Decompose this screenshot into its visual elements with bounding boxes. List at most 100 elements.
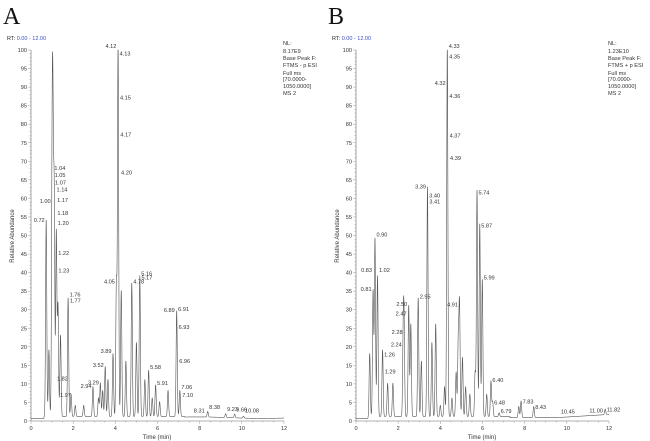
peak-label: 7.83: [523, 400, 534, 406]
peak-label: 1.00: [40, 199, 51, 205]
peak-label: 1.76: [70, 292, 81, 298]
peak-label: 1.05: [55, 173, 66, 179]
y-tick-label: 0: [24, 419, 27, 425]
peak-label: 5.87: [481, 223, 492, 229]
y-tick-label: 100: [18, 48, 27, 54]
peak-label: 8.31: [194, 408, 205, 414]
peak-label: 5.91: [157, 381, 168, 387]
x-tick-label: 8: [198, 426, 201, 432]
peak-label: 3.29: [88, 381, 99, 387]
peak-label: 1.82: [57, 377, 68, 383]
peak-label: 6.40: [492, 378, 503, 384]
y-tick-label: 65: [21, 178, 27, 184]
x-axis-title: Time (min): [143, 435, 171, 441]
x-tick-label: 0: [29, 426, 32, 432]
panel-letter: A: [3, 4, 21, 30]
peak-label: 2.95: [420, 295, 431, 301]
scan-info-line: 1050.0000]: [608, 84, 636, 90]
x-tick-label: 8: [523, 426, 526, 432]
chromatogram-trace: [356, 49, 610, 419]
y-tick-label: 75: [346, 141, 352, 147]
scan-info-line: 1.23E10: [608, 49, 629, 55]
peak-label: 4.12: [105, 44, 116, 50]
peak-label: 6.79: [501, 409, 512, 415]
peak-label: 1.02: [379, 268, 390, 274]
x-tick-label: 2: [72, 426, 75, 432]
peak-label: 3.40: [429, 194, 440, 200]
y-tick-label: 65: [346, 178, 352, 184]
y-tick-label: 40: [346, 271, 352, 277]
y-tick-label: 40: [21, 271, 27, 277]
peak-label: 4.37: [450, 134, 461, 140]
y-tick-label: 75: [21, 141, 27, 147]
scan-info-line: [70.0000-: [608, 77, 632, 83]
peak-label: 2.50: [396, 302, 407, 308]
rt-range-label: RT: 0.00 - 12.00: [7, 36, 46, 42]
peak-label: 7.10: [182, 393, 193, 399]
y-tick-label: 45: [21, 252, 27, 258]
y-tick-label: 25: [21, 326, 27, 332]
peak-label: 1.97: [60, 393, 71, 399]
y-tick-label: 0: [349, 419, 352, 425]
peak-label: 1.23: [58, 269, 69, 275]
chromatogram-trace: [31, 49, 284, 419]
peak-label: 3.52: [93, 363, 104, 369]
peak-label: 2.47: [396, 311, 407, 317]
peak-label: 11.00: [589, 408, 603, 414]
peak-label: 4.15: [120, 96, 131, 102]
peak-label: 1.17: [57, 198, 68, 204]
scan-info-line: FTMS + p ESI: [608, 63, 644, 69]
y-tick-label: 90: [21, 85, 27, 91]
y-tick-label: 5: [349, 400, 352, 406]
peak-label: 1.26: [384, 352, 395, 358]
peak-label: 0.90: [376, 233, 387, 239]
x-tick-label: 12: [281, 426, 287, 432]
peak-label: 5.17: [142, 275, 153, 281]
peak-label: 10.08: [245, 408, 259, 414]
y-tick-label: 50: [346, 234, 352, 240]
peak-label: 4.17: [120, 132, 131, 138]
y-tick-label: 25: [346, 326, 352, 332]
y-tick-label: 60: [21, 196, 27, 202]
peak-label: 4.39: [450, 156, 461, 162]
x-tick-label: 10: [564, 426, 570, 432]
x-tick-label: 2: [397, 426, 400, 432]
y-tick-label: 100: [343, 48, 352, 54]
peak-label: 7.06: [181, 385, 192, 391]
peak-label: 4.20: [121, 170, 132, 176]
peak-label: 1.07: [55, 181, 66, 187]
y-tick-label: 70: [21, 159, 27, 165]
y-tick-label: 50: [21, 234, 27, 240]
y-tick-label: 5: [24, 400, 27, 406]
x-tick-label: 6: [156, 426, 159, 432]
scan-info-line: FTMS - p ESI: [283, 63, 317, 69]
peak-label: 5.58: [150, 365, 161, 371]
x-tick-label: 4: [114, 426, 117, 432]
y-axis-title: Relative Abundance: [335, 209, 341, 263]
peak-label: 0.81: [361, 287, 372, 293]
scan-info-line: MS 2: [608, 91, 621, 97]
peak-label: 2.28: [392, 330, 403, 336]
peak-label: 4.35: [449, 55, 460, 61]
y-tick-label: 55: [21, 215, 27, 221]
peak-label: 10.45: [561, 410, 575, 416]
y-tick-label: 85: [346, 104, 352, 110]
y-tick-label: 60: [346, 196, 352, 202]
peak-label: 3.41: [429, 200, 440, 206]
y-tick-label: 15: [346, 363, 352, 369]
peak-label: 1.29: [385, 370, 396, 376]
y-tick-label: 30: [346, 308, 352, 314]
peak-label: 11.82: [607, 408, 621, 414]
peak-label: 4.36: [449, 94, 460, 100]
scan-info-line: Full ms: [608, 71, 626, 77]
y-tick-label: 85: [21, 104, 27, 110]
scan-info-line: 8.17E9: [283, 49, 301, 55]
y-tick-label: 95: [346, 67, 352, 73]
x-tick-label: 4: [439, 426, 442, 432]
y-tick-label: 35: [21, 289, 27, 295]
scan-info-line: Base Peak F:: [608, 56, 642, 62]
